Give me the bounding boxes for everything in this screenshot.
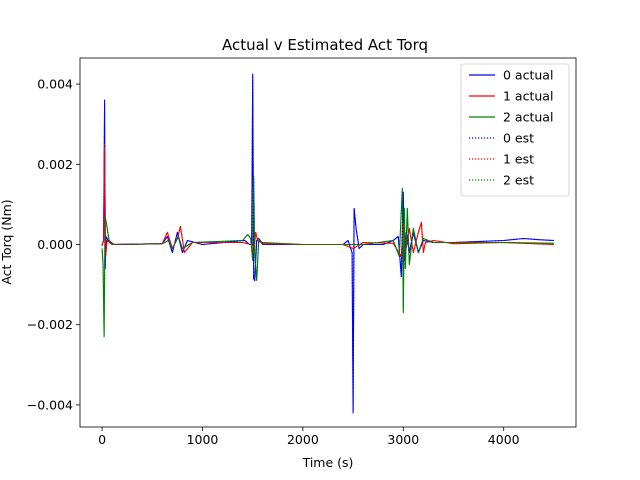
plot-frame: [79, 57, 577, 428]
x-tick-label: 4000: [488, 432, 520, 447]
legend-entry-label: 2 actual: [503, 110, 553, 125]
y-axis-title: Act Torq (Nm): [0, 199, 14, 284]
legend-entry-label: 0 est: [503, 131, 534, 146]
x-axis-title: Time (s): [302, 455, 354, 470]
x-tick-label: 0: [98, 432, 106, 447]
y-tick-label: −0.002: [27, 317, 73, 332]
series-layer: [101, 73, 554, 414]
x-tick-label: 1000: [187, 432, 219, 447]
legend-entry-label: 1 est: [503, 152, 534, 167]
legend-entry-label: 0 actual: [503, 68, 553, 83]
series-line-1-actual: [101, 143, 554, 258]
y-tick-label: −0.004: [27, 397, 73, 412]
x-tick-label: 2000: [287, 432, 319, 447]
y-axis: −0.004 −0.002 0.000 0.002 0.004: [27, 77, 80, 412]
series-line-2-est: [101, 179, 554, 334]
y-tick-label: 0.002: [37, 157, 73, 172]
chart-title: Actual v Estimated Act Torq: [222, 36, 428, 54]
x-tick-label: 3000: [387, 432, 419, 447]
legend-entry-label: 2 est: [503, 173, 534, 188]
x-axis: 0 1000 2000 3000 4000: [98, 427, 520, 447]
y-tick-label: 0.004: [37, 77, 73, 92]
legend: 0 actual 1 actual 2 actual 0 est 1 est 2 est: [460, 63, 570, 197]
legend-frame: [460, 63, 570, 197]
legend-entry-label: 1 actual: [503, 89, 553, 104]
y-tick-label: 0.000: [37, 237, 73, 252]
